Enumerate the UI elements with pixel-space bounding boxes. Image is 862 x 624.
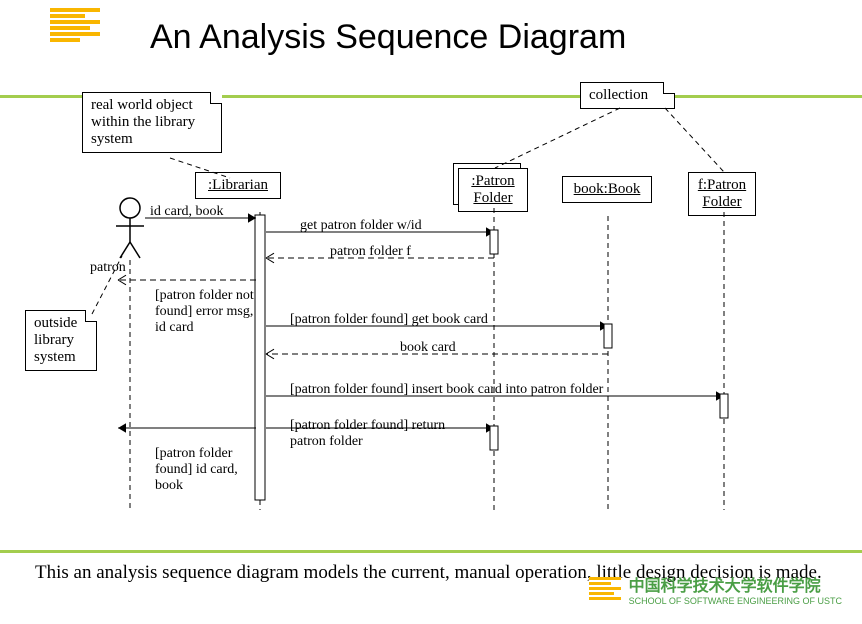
note-collection: collection <box>580 82 675 109</box>
page-title: An Analysis Sequence Diagram <box>150 18 626 57</box>
logo-icon <box>50 8 100 48</box>
footer-logo: 中国科学技术大学软件学院 SCHOOL OF SOFTWARE ENGINEER… <box>589 572 842 606</box>
footer-logo-icon <box>589 577 621 602</box>
footer-en: SCHOOL OF SOFTWARE ENGINEERING OF USTC <box>629 596 842 606</box>
message-label: get patron folder w/id <box>300 218 422 234</box>
note-outside: outside library system <box>25 310 97 371</box>
message-label: [patron folder found] insert book card i… <box>290 382 603 398</box>
message-label: patron folder f <box>330 244 411 260</box>
note-text: outside library system <box>34 315 77 365</box>
actor-label: patron <box>90 260 126 276</box>
lifeline-f-patron: f:Patron Folder <box>688 172 756 216</box>
note-text: collection <box>589 87 648 103</box>
note-text: real world object within the library sys… <box>91 97 195 147</box>
message-label: [patron folder found] get book card <box>290 312 488 328</box>
note-real-world: real world object within the library sys… <box>82 92 222 153</box>
message-label: [patron folder found] id card, book <box>155 446 265 494</box>
lifeline-patron-folder: :Patron Folder <box>458 168 528 212</box>
lifeline-book: book:Book <box>562 176 652 203</box>
message-label: [patron folder not found] error msg, id … <box>155 288 265 336</box>
divider-bottom <box>0 550 862 553</box>
footer-cn: 中国科学技术大学软件学院 <box>629 572 842 596</box>
message-label: book card <box>400 340 456 356</box>
message-label: id card, book <box>150 204 223 220</box>
lifeline-librarian: :Librarian <box>195 172 281 199</box>
message-label: [patron folder found] return patron fold… <box>290 418 470 450</box>
